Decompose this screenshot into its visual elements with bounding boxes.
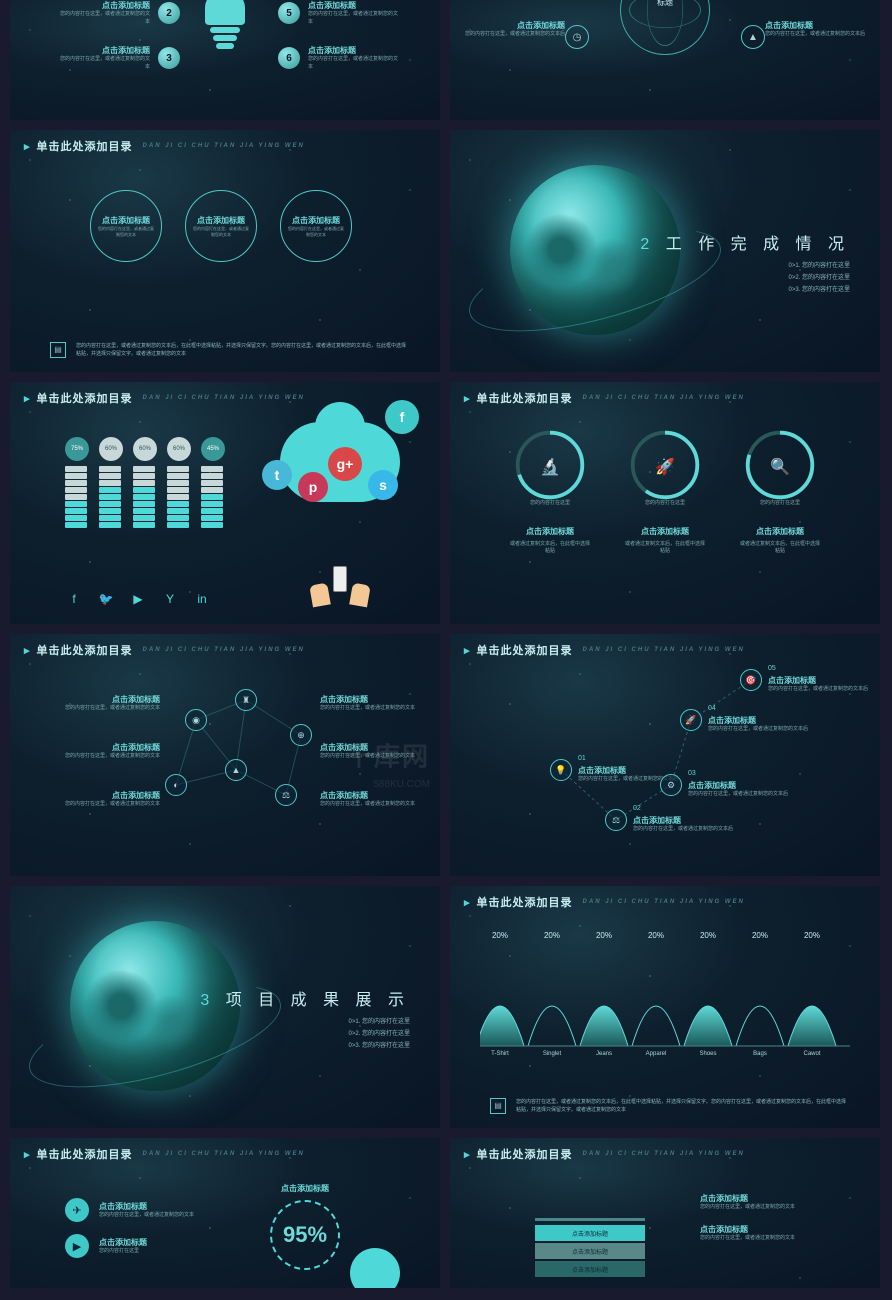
step-node: 💡: [550, 759, 572, 781]
clock-icon: ◷: [565, 25, 589, 49]
network-node: ⚖: [275, 784, 297, 806]
twitter-icon: 🐦: [97, 592, 115, 606]
ring-item: 点击添加标题 您的内容打在这里，或者通过复制您的文本: [90, 190, 162, 262]
network-node: ◉: [185, 709, 207, 731]
ring-item: 点击添加标题 您的内容打在这里，或者通过复制您的文本: [280, 190, 352, 262]
network-node: ▲: [225, 759, 247, 781]
slide-header: 单击此处添加目录DAN JI CI CHU TIAN JIA YING WEN: [24, 138, 305, 154]
step-node: ⚙: [660, 774, 682, 796]
stacked-bars: 点击添加标题 点击添加标题 点击添加标题: [535, 1218, 645, 1279]
slide-5-social: 单击此处添加目录DAN JI CI CHU TIAN JIA YING WEN …: [10, 382, 440, 624]
slide-4-section: 2 工 作 完 成 情 况 0>1. 您的内容打在这里0>2. 您的内容打在这里…: [450, 130, 880, 372]
bar-chart: 75%60%60%60%45%: [65, 437, 225, 528]
rocket-icon: ▲: [741, 25, 765, 49]
network-node: ⊕: [290, 724, 312, 746]
step-node: 🚀: [680, 709, 702, 731]
network-node: ◐: [165, 774, 187, 796]
num-badge: 2: [158, 2, 180, 24]
chart-icon: ▤: [490, 1098, 506, 1114]
social-bubble: f: [385, 400, 419, 434]
play-icon: ▶: [65, 1234, 89, 1258]
plane-icon: ✈: [65, 1198, 89, 1222]
cloud-shape: ftg+ps: [280, 422, 400, 502]
step-node: 🎯: [740, 669, 762, 691]
social-row: f 🐦 ▶ Y in: [65, 592, 211, 606]
bulb-icon: [350, 1248, 400, 1288]
slide-11: 单击此处添加目录DAN JI CI CHU TIAN JIA YING WEN …: [10, 1138, 440, 1288]
percentage: 95%: [283, 1222, 327, 1248]
section-list: 0>1. 您的内容打在这里0>2. 您的内容打在这里0>3. 您的内容打在这里: [788, 260, 850, 296]
slide-9-section: 3 项 目 成 果 展 示 0>1. 您的内容打在这里0>2. 您的内容打在这里…: [10, 886, 440, 1128]
footer-text: ▤ 您的内容打在这里，或者通过复制您的文本后，在此框中选择粘贴，并选择只保留文字…: [50, 342, 410, 358]
youtube-icon: ▶: [129, 592, 147, 606]
facebook-icon: f: [65, 592, 83, 606]
item-desc: 您的内容打在这里，或者通过复制您的文本: [60, 11, 150, 26]
ring-item: 点击添加标题 您的内容打在这里，或者通过复制您的文本: [185, 190, 257, 262]
yahoo-icon: Y: [161, 592, 179, 606]
hands-phone: [315, 566, 365, 606]
slide-1: 点击添加标题 您的内容打在这里，或者通过复制您的文本 2 点击添加标题 您的内容…: [10, 0, 440, 120]
social-bubble: t: [262, 460, 292, 490]
slide-2: 点击添加 标题 ◷ ▲ 点击添加标题 您的内容打在这里，或者通过复制您的文本后 …: [450, 0, 880, 120]
slide-grid: 点击添加标题 您的内容打在这里，或者通过复制您的文本 2 点击添加标题 您的内容…: [0, 0, 892, 1298]
item-title: 点击添加标题: [60, 0, 150, 11]
slide-8-steps: 单击此处添加目录DAN JI CI CHU TIAN JIA YING WEN …: [450, 634, 880, 876]
lightbulb-icon: [205, 0, 245, 51]
section-title: 2 工 作 完 成 情 况: [640, 230, 850, 254]
step-node: ⚖: [605, 809, 627, 831]
slide-12: 单击此处添加目录DAN JI CI CHU TIAN JIA YING WEN …: [450, 1138, 880, 1288]
chart-icon: ▤: [50, 342, 66, 358]
slide-6-arcs: 单击此处添加目录DAN JI CI CHU TIAN JIA YING WEN …: [450, 382, 880, 624]
social-bubble: g+: [328, 447, 362, 481]
network-node: ♜: [235, 689, 257, 711]
slide-7-network: 单击此处添加目录DAN JI CI CHU TIAN JIA YING WEN …: [10, 634, 440, 876]
social-bubble: s: [368, 470, 398, 500]
slide-10-mountains: 单击此处添加目录DAN JI CI CHU TIAN JIA YING WEN …: [450, 886, 880, 1128]
social-bubble: p: [298, 472, 328, 502]
slide-3: 单击此处添加目录DAN JI CI CHU TIAN JIA YING WEN …: [10, 130, 440, 372]
area-chart: [480, 936, 850, 1056]
watermark-url: 588KU.COM: [373, 779, 430, 790]
linkedin-icon: in: [193, 592, 211, 606]
